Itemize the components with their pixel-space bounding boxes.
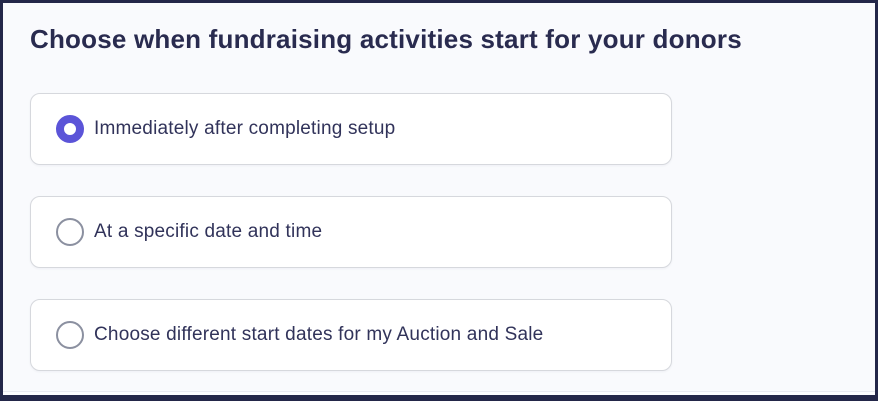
radio-option-different-start-dates[interactable]: Choose different start dates for my Auct… <box>30 298 672 371</box>
radio-unselected-icon[interactable] <box>56 320 84 349</box>
radio-option-immediately[interactable]: Immediately after completing setup <box>30 92 672 165</box>
radio-selected-icon[interactable] <box>56 114 84 143</box>
option-label: At a specific date and time <box>94 220 323 242</box>
footer-strip <box>3 391 875 395</box>
start-time-radio-group: Immediately after completing setup At a … <box>30 92 875 371</box>
option-label: Choose different start dates for my Auct… <box>94 323 544 345</box>
option-label: Immediately after completing setup <box>94 117 396 139</box>
radio-option-specific-datetime[interactable]: At a specific date and time <box>30 195 672 268</box>
radio-unselected-icon[interactable] <box>56 217 84 246</box>
page-title: Choose when fundraising activities start… <box>30 24 742 54</box>
